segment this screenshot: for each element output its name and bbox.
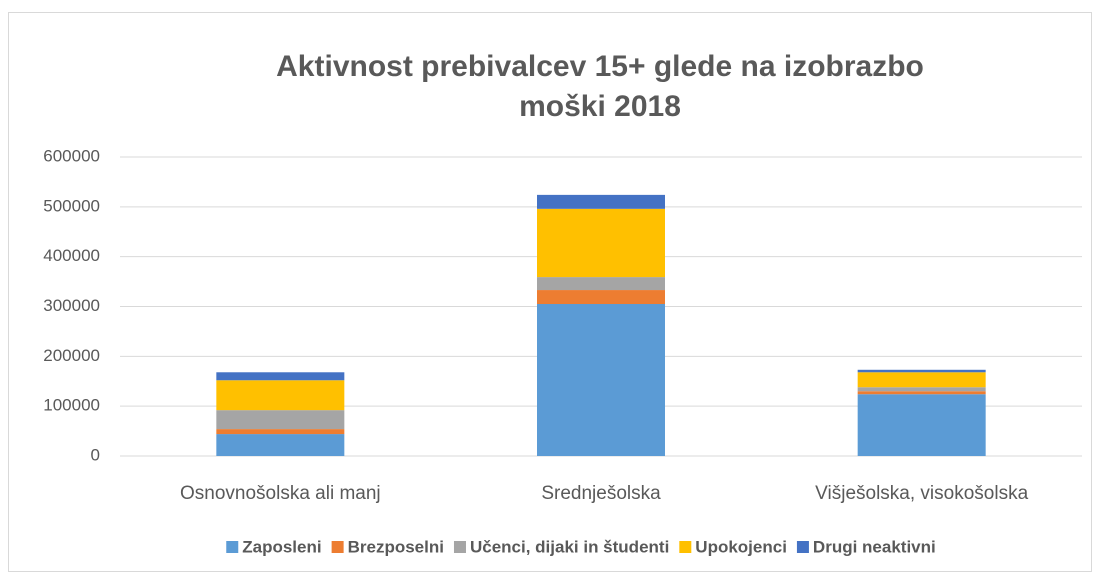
bar-segment <box>216 410 345 430</box>
legend-swatch <box>226 541 239 553</box>
bar-segment <box>216 380 345 411</box>
bar-segment <box>857 391 986 395</box>
bar-segment <box>857 369 986 373</box>
chart-subtitle: moški 2018 <box>519 90 681 123</box>
y-tick-label: 600000 <box>43 146 100 165</box>
bar-segment <box>216 434 345 456</box>
legend-swatch <box>796 541 809 553</box>
chart-title: Aktivnost prebivalcev 15+ glede na izobr… <box>276 50 924 83</box>
bar-segment <box>537 208 665 278</box>
legend-label: Zaposleni <box>242 537 321 556</box>
y-tick-label: 400000 <box>43 246 100 265</box>
legend-swatch <box>331 541 344 553</box>
y-tick-label: 500000 <box>43 196 100 215</box>
y-tick-label: 0 <box>91 445 100 464</box>
bar-segment <box>216 429 345 435</box>
x-tick-label: Srednješolska <box>541 483 661 504</box>
y-tick-label: 300000 <box>43 296 100 315</box>
legend-label: Brezposelni <box>348 537 444 556</box>
bar-segment <box>537 277 665 291</box>
bar-segment <box>537 304 665 456</box>
bar-segment <box>537 194 665 209</box>
y-tick-label: 100000 <box>43 396 100 415</box>
x-tick-label: Osnovnošolska ali manj <box>180 483 381 504</box>
legend-label: Upokojenci <box>695 537 787 556</box>
legend-swatch <box>453 541 466 553</box>
x-tick-label: Višješolska, visokošolska <box>815 483 1028 504</box>
bar-segment <box>537 290 665 305</box>
y-tick-label: 200000 <box>43 346 100 365</box>
legend-label: Učenci, dijaki in študenti <box>470 537 669 556</box>
legend-label: Drugi neaktivni <box>813 537 936 556</box>
bar-segment <box>857 372 986 388</box>
bar-segment <box>857 394 986 456</box>
bar-segment <box>857 387 986 392</box>
bar-segment <box>216 372 345 381</box>
legend-swatch <box>679 541 692 553</box>
